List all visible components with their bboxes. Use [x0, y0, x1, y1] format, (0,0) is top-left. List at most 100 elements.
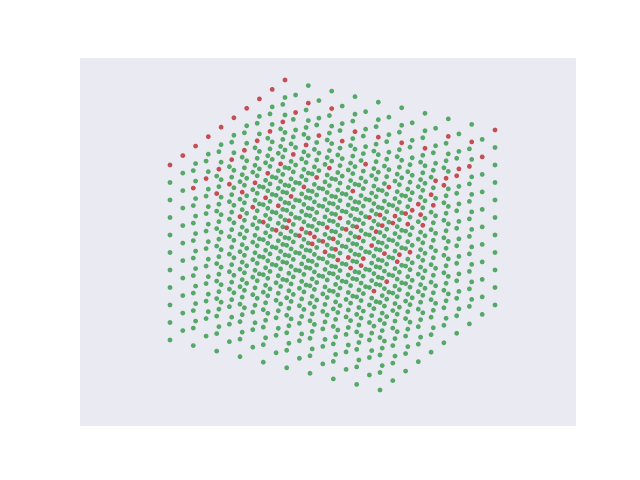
fill-point	[348, 178, 353, 184]
fill-point	[293, 180, 298, 185]
fill-point	[280, 277, 286, 282]
fill-point	[356, 182, 362, 188]
fill-point	[352, 234, 358, 240]
fill-point	[390, 238, 396, 244]
fill-point	[242, 130, 247, 136]
fill-point	[352, 146, 358, 152]
fill-point	[329, 88, 335, 94]
fill-point	[409, 225, 415, 231]
fill-point	[242, 235, 247, 241]
fill-point	[354, 207, 360, 212]
fill-point	[290, 169, 296, 175]
fill-point	[382, 163, 387, 169]
fill-point	[422, 180, 428, 186]
surface-point	[263, 195, 268, 201]
fill-point	[327, 270, 332, 276]
fill-point	[390, 203, 396, 209]
fill-point	[327, 148, 332, 154]
fill-point	[335, 152, 341, 158]
fill-point	[265, 223, 271, 229]
fill-point	[456, 271, 462, 277]
fill-point	[327, 130, 332, 136]
fill-point	[288, 281, 294, 287]
surface-point	[371, 288, 377, 294]
fill-point	[205, 309, 211, 315]
surface-point	[227, 181, 232, 187]
fill-point	[297, 198, 302, 204]
surface-point	[244, 105, 250, 111]
fill-point	[415, 306, 421, 312]
fill-point	[167, 267, 173, 273]
fill-point	[430, 307, 436, 313]
fill-point	[373, 176, 379, 182]
fill-point	[203, 246, 209, 252]
fill-point	[307, 353, 313, 359]
fill-point	[288, 211, 294, 217]
fill-point	[469, 244, 475, 250]
fill-point	[205, 186, 211, 192]
fill-point	[252, 162, 258, 168]
fill-point	[254, 260, 260, 266]
fill-point	[260, 272, 266, 278]
surface-point	[492, 127, 498, 133]
fill-point	[320, 221, 326, 227]
fill-point	[254, 225, 260, 231]
fill-point	[301, 237, 307, 242]
fill-point	[322, 302, 328, 307]
fill-point	[382, 198, 387, 204]
fill-point	[252, 320, 258, 326]
fill-point	[399, 262, 405, 268]
fill-point	[267, 181, 273, 187]
fill-point	[422, 233, 428, 239]
fill-point	[467, 321, 472, 327]
fill-point	[456, 149, 462, 154]
fill-point	[257, 184, 262, 189]
fill-point	[382, 303, 387, 309]
fill-point	[280, 207, 286, 212]
fill-point	[263, 335, 268, 341]
fill-point	[430, 185, 436, 191]
fill-point	[267, 269, 273, 274]
fill-point	[231, 272, 237, 278]
fill-point	[405, 291, 411, 297]
fill-point	[433, 213, 438, 219]
surface-point	[229, 157, 235, 163]
fill-point	[205, 221, 211, 227]
surface-point	[339, 138, 345, 144]
fill-point	[399, 157, 405, 163]
fill-point	[216, 289, 222, 295]
fill-point	[260, 254, 266, 260]
fill-point	[242, 252, 247, 258]
fill-point	[214, 173, 220, 179]
fill-point	[405, 326, 411, 332]
fill-point	[409, 120, 415, 126]
fill-point	[367, 267, 372, 273]
surface-point	[358, 263, 364, 268]
fill-point	[422, 163, 428, 169]
fill-point	[384, 209, 390, 215]
fill-point	[479, 242, 485, 247]
fill-point	[386, 237, 392, 243]
fill-point	[454, 278, 460, 284]
fill-point	[286, 270, 292, 276]
fill-point	[377, 317, 383, 323]
fill-point	[354, 382, 360, 387]
fill-point	[469, 279, 475, 285]
fill-point	[203, 333, 209, 339]
fill-point	[284, 260, 290, 266]
surface-point	[250, 204, 256, 210]
fill-point	[275, 238, 281, 244]
fill-point	[428, 314, 434, 320]
fill-point	[492, 145, 498, 150]
fill-point	[363, 109, 368, 115]
fill-point	[456, 219, 462, 224]
fill-point	[367, 302, 372, 308]
fill-point	[307, 265, 313, 271]
fill-point	[330, 201, 336, 207]
fill-point	[314, 140, 320, 145]
fill-point	[373, 281, 379, 287]
fill-point	[216, 324, 222, 330]
fill-point	[345, 290, 351, 295]
fill-point	[203, 211, 209, 217]
fill-point	[275, 168, 281, 174]
